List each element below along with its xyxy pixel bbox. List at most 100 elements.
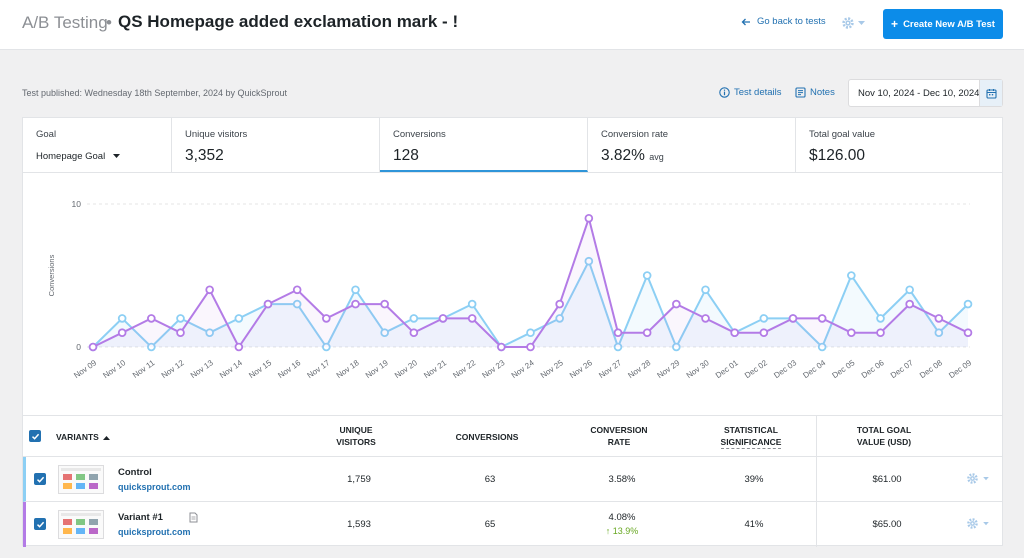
stat-goal: Goal Homepage Goal — [23, 118, 172, 172]
row-settings-dropdown[interactable] — [966, 517, 989, 530]
x-tick-label: Nov 19 — [364, 358, 390, 380]
x-tick-label: Nov 23 — [481, 358, 507, 380]
x-tick-label: Nov 14 — [218, 358, 244, 380]
go-back-link[interactable]: Go back to tests — [741, 16, 826, 27]
data-point — [409, 328, 419, 338]
data-point — [613, 328, 623, 338]
conversions-cell: 63 — [484, 474, 496, 485]
goal-label: Goal — [36, 129, 57, 140]
lift-badge: ↑ 13.9% — [605, 526, 639, 536]
data-point — [584, 213, 594, 223]
data-point — [642, 271, 652, 280]
data-point — [672, 299, 681, 309]
data-point — [817, 314, 827, 323]
variant-url[interactable]: quicksprout.com — [118, 527, 191, 537]
data-point — [117, 314, 127, 323]
go-back-label: Go back to tests — [757, 16, 826, 27]
chevron-down-icon — [858, 20, 865, 25]
data-point — [322, 314, 331, 323]
data-point — [234, 342, 244, 352]
rate-suffix: avg — [649, 152, 664, 162]
x-tick-label: Nov 27 — [597, 358, 623, 380]
x-tick-label: Nov 13 — [189, 358, 215, 380]
goal-select[interactable]: Homepage Goal — [36, 151, 171, 162]
data-point — [147, 342, 156, 352]
breadcrumb-separator: • — [106, 13, 112, 32]
date-range-picker[interactable]: Nov 10, 2024 - Dec 10, 2024 — [848, 79, 1003, 107]
arrow-left-icon — [741, 18, 750, 25]
test-details-label: Test details — [734, 87, 782, 98]
create-test-button[interactable]: + Create New A/B Test — [883, 9, 1003, 39]
x-tick-label: Nov 21 — [422, 358, 448, 380]
stat-conversion-rate[interactable]: Conversion rate 3.82% avg — [588, 118, 796, 172]
notes-link[interactable]: Notes — [795, 87, 835, 98]
select-all-checkbox[interactable] — [29, 430, 41, 442]
x-tick-label: Nov 24 — [510, 358, 536, 380]
variant-url[interactable]: quicksprout.com — [118, 482, 191, 492]
y-tick-label: 10 — [72, 199, 82, 209]
visitors-header-line2: VISITORS — [336, 437, 376, 447]
x-tick-label: Nov 10 — [101, 358, 127, 380]
sig-header-line2: SIGNIFICANCE — [720, 437, 782, 449]
variant-name[interactable]: Control — [118, 467, 152, 478]
data-point — [263, 299, 273, 309]
data-point — [205, 328, 214, 338]
gear-icon — [967, 518, 978, 529]
stat-total-goal-value[interactable]: Total goal value $126.00 — [796, 118, 1002, 172]
data-point — [759, 328, 769, 338]
data-point — [963, 299, 973, 309]
data-point — [555, 299, 564, 309]
x-tick-label: Nov 28 — [626, 358, 652, 380]
data-point — [351, 285, 360, 295]
plus-icon: + — [891, 17, 899, 31]
data-point — [847, 271, 856, 280]
breadcrumb-ab-testing[interactable]: A/B Testing — [22, 13, 108, 32]
data-point — [672, 342, 681, 352]
goal-value-cell: $61.00 — [872, 474, 902, 485]
document-icon[interactable] — [189, 512, 198, 523]
data-point — [88, 342, 98, 352]
calendar-icon[interactable] — [979, 80, 1002, 106]
table-row: Control quicksprout.com 1,759 63 3.58% 3… — [23, 457, 1002, 502]
data-point — [351, 299, 360, 309]
variant-thumbnail[interactable] — [58, 510, 104, 539]
row-checkbox[interactable] — [34, 473, 46, 485]
data-point — [467, 299, 477, 309]
row-checkbox[interactable] — [34, 518, 46, 530]
significance-cell: 41% — [744, 519, 764, 530]
variants-column-header[interactable]: VARIANTS — [56, 431, 110, 443]
x-tick-label: Nov 16 — [276, 358, 302, 380]
visitors-label: Unique visitors — [185, 129, 248, 140]
stats-strip: Goal Homepage Goal Unique visitors 3,352… — [22, 117, 1003, 173]
significance-column-header[interactable]: STATISTICAL SIGNIFICANCE — [701, 424, 801, 449]
y-tick-label: 0 — [76, 342, 81, 352]
info-icon — [719, 87, 730, 98]
variant-thumbnail[interactable] — [58, 465, 104, 494]
settings-dropdown[interactable] — [841, 14, 871, 32]
x-tick-label: Nov 15 — [247, 358, 273, 380]
x-tick-label: Dec 09 — [947, 358, 973, 380]
rate-header-line2: RATE — [607, 437, 631, 447]
goal-total-label: Total goal value — [809, 129, 876, 140]
stat-conversions[interactable]: Conversions 128 — [380, 118, 588, 172]
data-point — [292, 285, 302, 295]
series-area — [93, 218, 968, 347]
conversions-value: 128 — [393, 147, 419, 164]
test-details-link[interactable]: Test details — [719, 87, 782, 98]
visitors-cell: 1,593 — [347, 519, 371, 530]
stat-unique-visitors[interactable]: Unique visitors 3,352 — [172, 118, 380, 172]
variant-name[interactable]: Variant #1 — [118, 512, 163, 523]
published-info: Test published: Wednesday 18th September… — [22, 88, 287, 98]
visitors-column-header: UNIQUE VISITORS — [316, 424, 396, 448]
y-axis-label: Conversions — [47, 254, 56, 296]
row-settings-dropdown[interactable] — [966, 472, 989, 485]
goal-select-value: Homepage Goal — [36, 151, 106, 162]
significance-cell: 39% — [744, 474, 764, 485]
data-point — [526, 342, 535, 352]
visitors-value: 3,352 — [185, 147, 224, 164]
caret-down-icon — [113, 154, 121, 158]
data-point — [642, 328, 652, 338]
data-point — [234, 314, 244, 323]
data-point — [905, 285, 914, 295]
